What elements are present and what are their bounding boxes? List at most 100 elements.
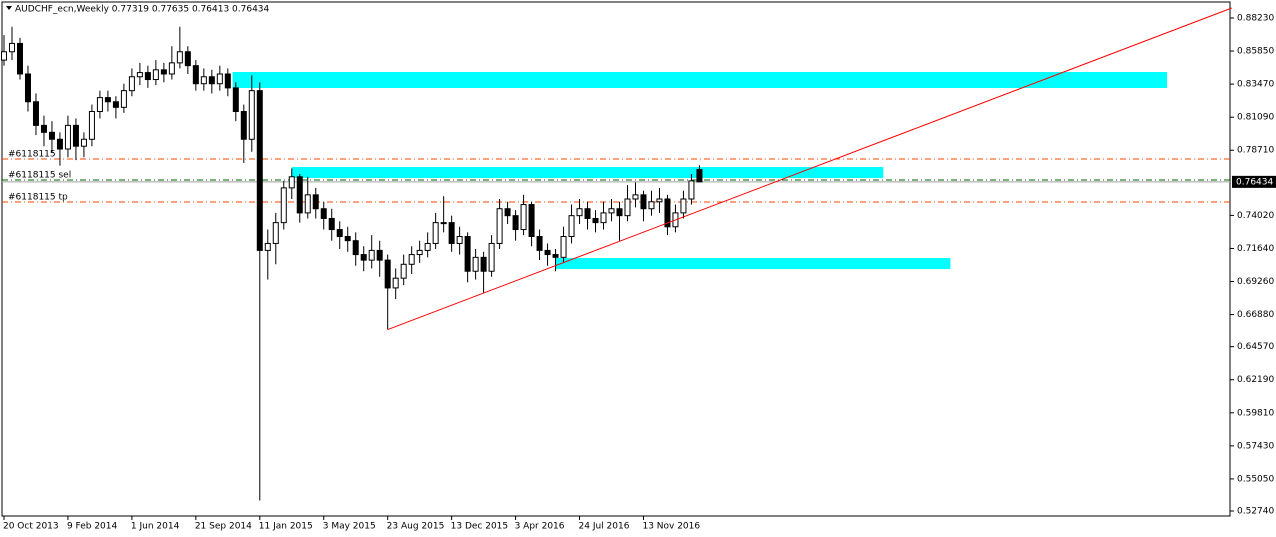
y-tick-label: 0.83470 xyxy=(1237,80,1274,90)
candle-body xyxy=(584,208,591,219)
candle-body xyxy=(208,76,215,85)
candle-body xyxy=(344,236,351,242)
candle-body xyxy=(64,124,71,150)
candle-body xyxy=(48,131,55,140)
candle-body xyxy=(328,217,335,231)
candle-body xyxy=(232,87,239,112)
x-tick-label: 23 Aug 2015 xyxy=(387,522,445,532)
candle-body xyxy=(352,240,359,256)
candle-body xyxy=(416,249,423,256)
y-tick-label: 0.59810 xyxy=(1237,408,1274,418)
candle-body xyxy=(32,101,39,126)
chart-title: AUDCHF_ecn,Weekly 0.77319 0.77635 0.7641… xyxy=(15,5,270,15)
y-tick-label: 0.78710 xyxy=(1237,146,1274,156)
candle-body xyxy=(0,51,7,61)
candle-body xyxy=(248,90,255,140)
candle-body xyxy=(464,236,471,272)
bid-label-box xyxy=(1232,175,1276,188)
y-tick-label: 0.62190 xyxy=(1237,375,1274,385)
y-tick-label: 0.52740 xyxy=(1237,506,1274,516)
candle-body xyxy=(296,176,303,214)
x-tick-label: 11 Jan 2015 xyxy=(259,522,313,532)
y-tick-label: 0.64570 xyxy=(1237,342,1274,352)
x-tick-label: 20 Oct 2013 xyxy=(3,522,59,532)
candle-body xyxy=(384,259,391,289)
candle-body xyxy=(200,76,207,85)
candle-body xyxy=(112,101,119,108)
candle-body xyxy=(536,236,543,251)
candle-body xyxy=(400,263,407,279)
y-tick-label: 0.55050 xyxy=(1237,474,1274,484)
candle-body xyxy=(616,208,623,217)
candle-body xyxy=(648,201,655,210)
candle-body xyxy=(160,69,167,75)
candle-body xyxy=(432,222,439,244)
candle-body xyxy=(504,208,511,217)
candle-body xyxy=(88,110,95,140)
menu-triangle[interactable] xyxy=(6,6,12,10)
candle-body xyxy=(480,256,487,272)
candle-body xyxy=(440,222,447,225)
order-label: #6118115 sel xyxy=(8,171,71,181)
candle-body xyxy=(392,277,399,289)
candle-body xyxy=(640,194,647,210)
candle-body xyxy=(80,138,87,147)
candle-body xyxy=(56,138,63,150)
y-tick-label: 0.74020 xyxy=(1237,211,1274,221)
candle-body xyxy=(408,254,415,265)
candle-body xyxy=(560,236,567,258)
candle-body xyxy=(608,208,615,214)
candle-body xyxy=(592,217,599,224)
candle-body xyxy=(576,208,583,217)
candle-body xyxy=(512,215,519,231)
y-tick-label: 0.88230 xyxy=(1237,14,1274,24)
candle-body xyxy=(224,73,231,89)
candle-body xyxy=(288,176,295,189)
order-label: #6118115 xyxy=(8,150,56,160)
candle-body xyxy=(552,254,559,258)
candle-body xyxy=(656,198,663,203)
x-tick-label: 13 Dec 2015 xyxy=(451,522,509,532)
zone xyxy=(291,167,884,179)
y-tick-label: 0.66880 xyxy=(1237,310,1274,320)
candle-body xyxy=(360,254,367,261)
x-tick-label: 21 Sep 2014 xyxy=(195,522,252,532)
candle-body xyxy=(600,212,607,224)
x-tick-label: 24 Jul 2016 xyxy=(579,522,630,532)
candle-body xyxy=(488,242,495,272)
candle-body xyxy=(528,204,535,238)
candle-body xyxy=(40,124,47,133)
candle-body xyxy=(184,51,191,67)
candle-body xyxy=(280,187,287,224)
candle-body xyxy=(472,256,479,272)
trendline xyxy=(387,7,1232,331)
candle-body xyxy=(320,208,327,219)
candle-body xyxy=(304,194,311,214)
x-tick-label: 3 Apr 2016 xyxy=(515,522,565,532)
candle-body xyxy=(376,249,383,261)
candle-body xyxy=(152,69,159,81)
candle-body xyxy=(96,97,103,112)
candle-body xyxy=(632,194,639,200)
x-tick-label: 13 Nov 2016 xyxy=(642,522,700,532)
candle-body xyxy=(192,65,199,85)
candle-body xyxy=(240,110,247,140)
y-tick-label: 0.69260 xyxy=(1237,277,1274,287)
candle-body xyxy=(128,76,135,92)
candle-body xyxy=(624,198,631,217)
candle-body xyxy=(272,222,279,244)
candle-body xyxy=(24,73,31,103)
candle-body xyxy=(216,73,223,85)
candle-body xyxy=(424,242,431,251)
candle-body xyxy=(312,194,319,210)
candle-body xyxy=(120,90,127,108)
candle-body xyxy=(368,249,375,261)
candle-body xyxy=(136,72,143,78)
candle-body xyxy=(696,169,703,183)
candle-body xyxy=(496,208,503,244)
candle-body xyxy=(16,42,23,75)
y-tick-label: 0.85850 xyxy=(1237,47,1274,57)
candle-body xyxy=(168,62,175,75)
candle-body xyxy=(264,242,271,251)
candle-body xyxy=(256,90,263,251)
